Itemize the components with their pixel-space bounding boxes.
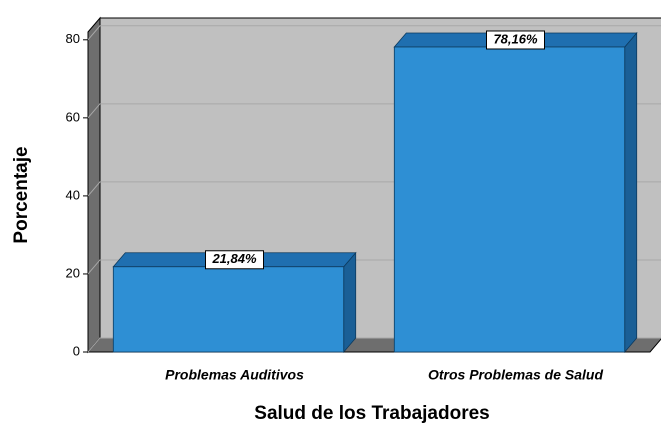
y-tick-label: 20 [66, 265, 80, 280]
value-label: 21,84% [211, 251, 257, 266]
y-tick-label: 80 [66, 31, 80, 46]
value-label-box [205, 250, 264, 270]
left-wall [87, 16, 101, 354]
y-tick-label: 40 [66, 187, 80, 202]
value-label-box [486, 30, 545, 50]
grid-line [87, 25, 661, 41]
bar [393, 46, 626, 353]
bar-side [343, 251, 357, 354]
y-tick-label: 60 [66, 109, 80, 124]
y-tick-label: 0 [73, 343, 80, 358]
x-tick-label: Problemas Auditivos [165, 367, 304, 383]
x-tick-label: Otros Problemas de Salud [428, 367, 603, 383]
y-axis-title: Porcentaje [11, 146, 32, 243]
bar [112, 266, 345, 353]
value-label: 78,16% [493, 31, 538, 46]
bar-side [624, 31, 638, 354]
x-axis-title: Salud de los Trabajadores [254, 403, 489, 424]
